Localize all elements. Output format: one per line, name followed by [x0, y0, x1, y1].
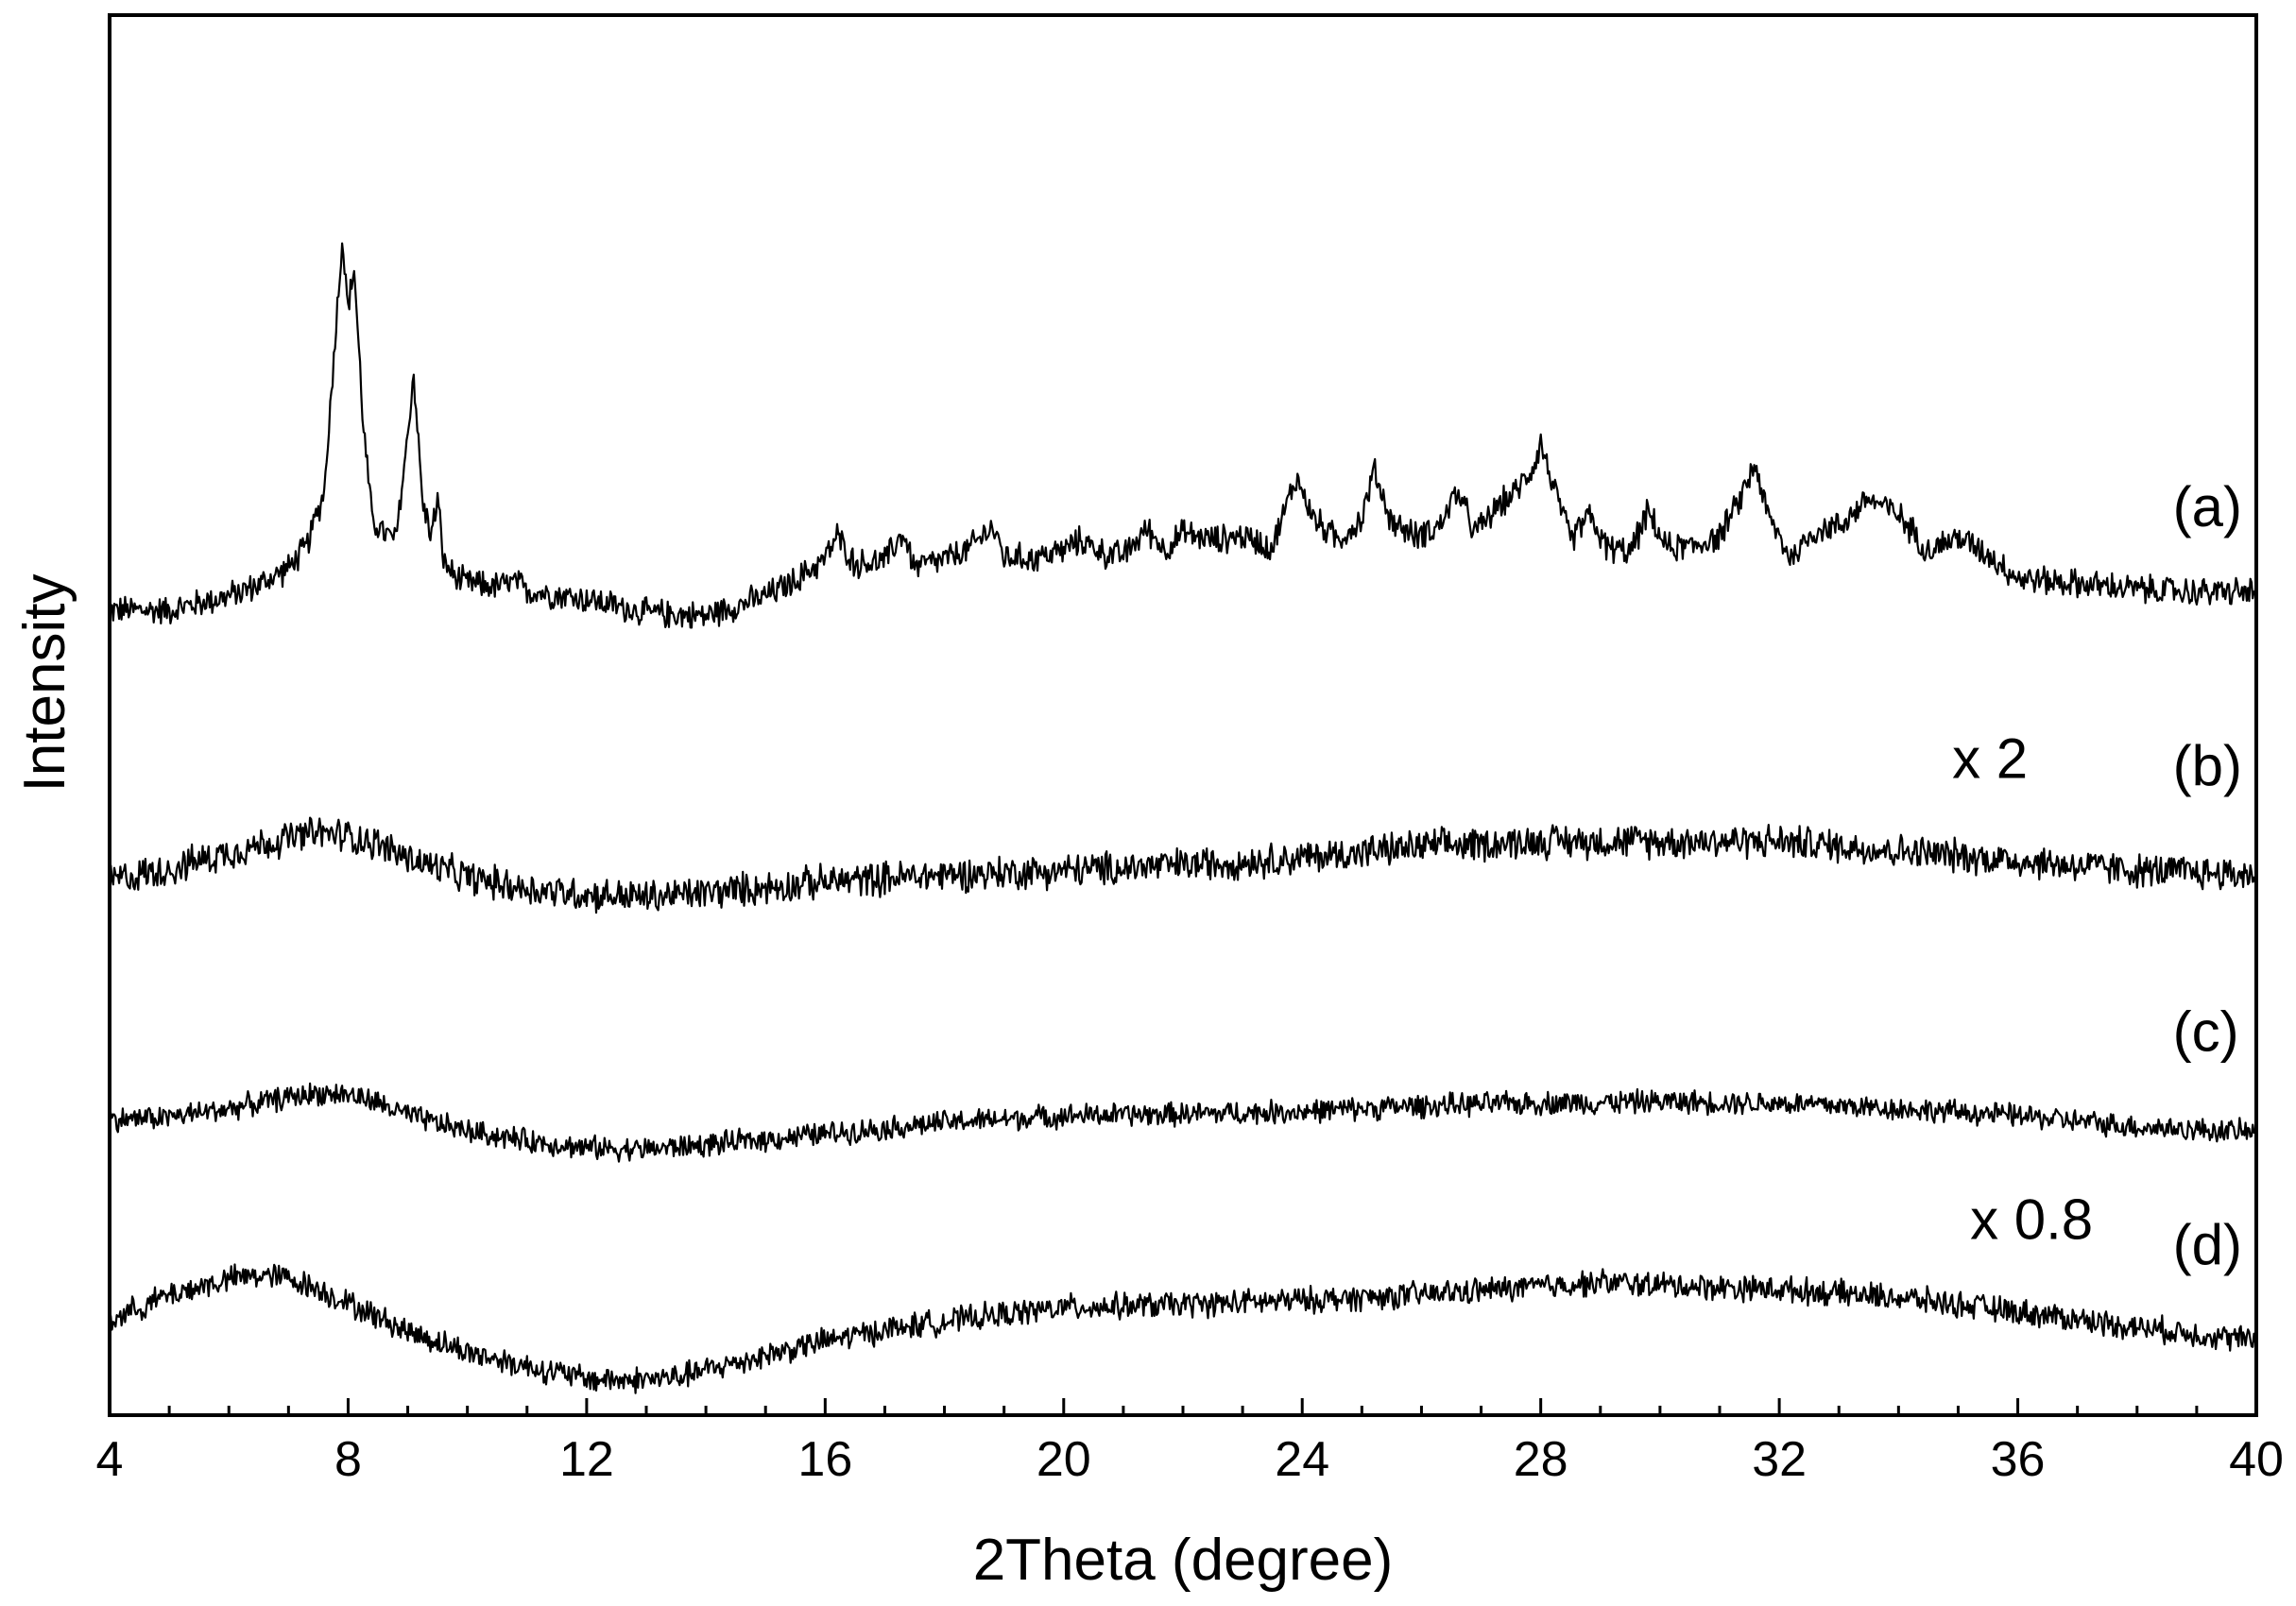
series-line-d: [108, 1263, 2258, 1394]
annotation-label: (a): [2173, 475, 2242, 538]
series-layer: [108, 242, 2258, 1394]
x-tick-label: 8: [334, 1432, 362, 1487]
x-axis-tick-labels: 4 8 12 16 20 24 28 32 36 40: [96, 1432, 2284, 1487]
y-axis-title: Intensity: [12, 574, 77, 793]
annotation-label: x 2: [1952, 727, 2028, 791]
x-tick-label: 36: [1991, 1432, 2046, 1487]
annotation-label: (d): [2173, 1213, 2242, 1276]
annotation-label: (b): [2173, 734, 2242, 797]
x-tick-label: 24: [1275, 1432, 1329, 1487]
x-tick-label: 4: [96, 1432, 124, 1487]
annotation-layer: (a) x 2 (b) (c) (d) x 0.8: [1952, 475, 2242, 1276]
annotation-label: x 0.8: [1970, 1187, 2093, 1251]
x-tick-label: 20: [1037, 1432, 1091, 1487]
series-line-b: [108, 816, 2258, 914]
x-axis-ticks: [108, 1398, 2258, 1415]
annotation-label: (c): [2173, 1000, 2239, 1064]
x-tick-label: 28: [1514, 1432, 1568, 1487]
x-axis-title: 2Theta (degree): [973, 1528, 1394, 1593]
series-line-a: [109, 242, 2258, 629]
series-line-c: [109, 1082, 2258, 1163]
x-tick-label: 32: [1752, 1432, 1807, 1487]
plot-frame: [108, 13, 2258, 1417]
x-tick-label: 16: [797, 1432, 852, 1487]
x-tick-label: 12: [559, 1432, 614, 1487]
x-tick-label: 40: [2229, 1432, 2284, 1487]
